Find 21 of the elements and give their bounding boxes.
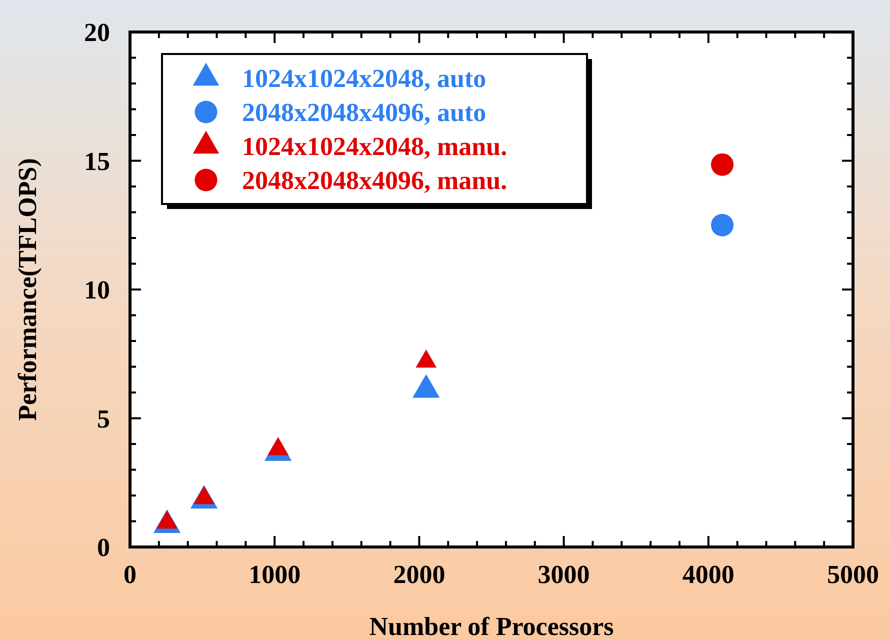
x-tick-label: 2000 xyxy=(393,560,446,589)
y-tick-label: 5 xyxy=(97,404,110,434)
x-tick-label: 4000 xyxy=(682,560,734,589)
y-tick-label: 0 xyxy=(97,533,110,562)
x-tick-label: 3000 xyxy=(538,560,590,589)
legend-label: 2048x2048x4096, manu. xyxy=(242,166,508,196)
point xyxy=(412,374,440,398)
x-axis-title: Number of Processors xyxy=(369,612,614,639)
legend-label: 1024x1024x2048, auto xyxy=(242,64,486,94)
point xyxy=(711,214,734,236)
y-tick-label: 15 xyxy=(84,146,110,176)
legend-label: 1024x1024x2048, manu. xyxy=(242,132,508,162)
point xyxy=(416,350,437,368)
x-tick-label: 0 xyxy=(124,560,136,589)
point xyxy=(711,153,734,176)
x-tick-label: 5000 xyxy=(827,560,879,589)
x-tick-label: 1000 xyxy=(248,560,301,589)
y-tick-label: 20 xyxy=(84,18,110,48)
y-tick-label: 10 xyxy=(84,276,110,305)
legend-label: 2048x2048x4096, auto xyxy=(242,98,486,128)
y-axis-title: Performance(TFLOPS) xyxy=(13,158,42,421)
